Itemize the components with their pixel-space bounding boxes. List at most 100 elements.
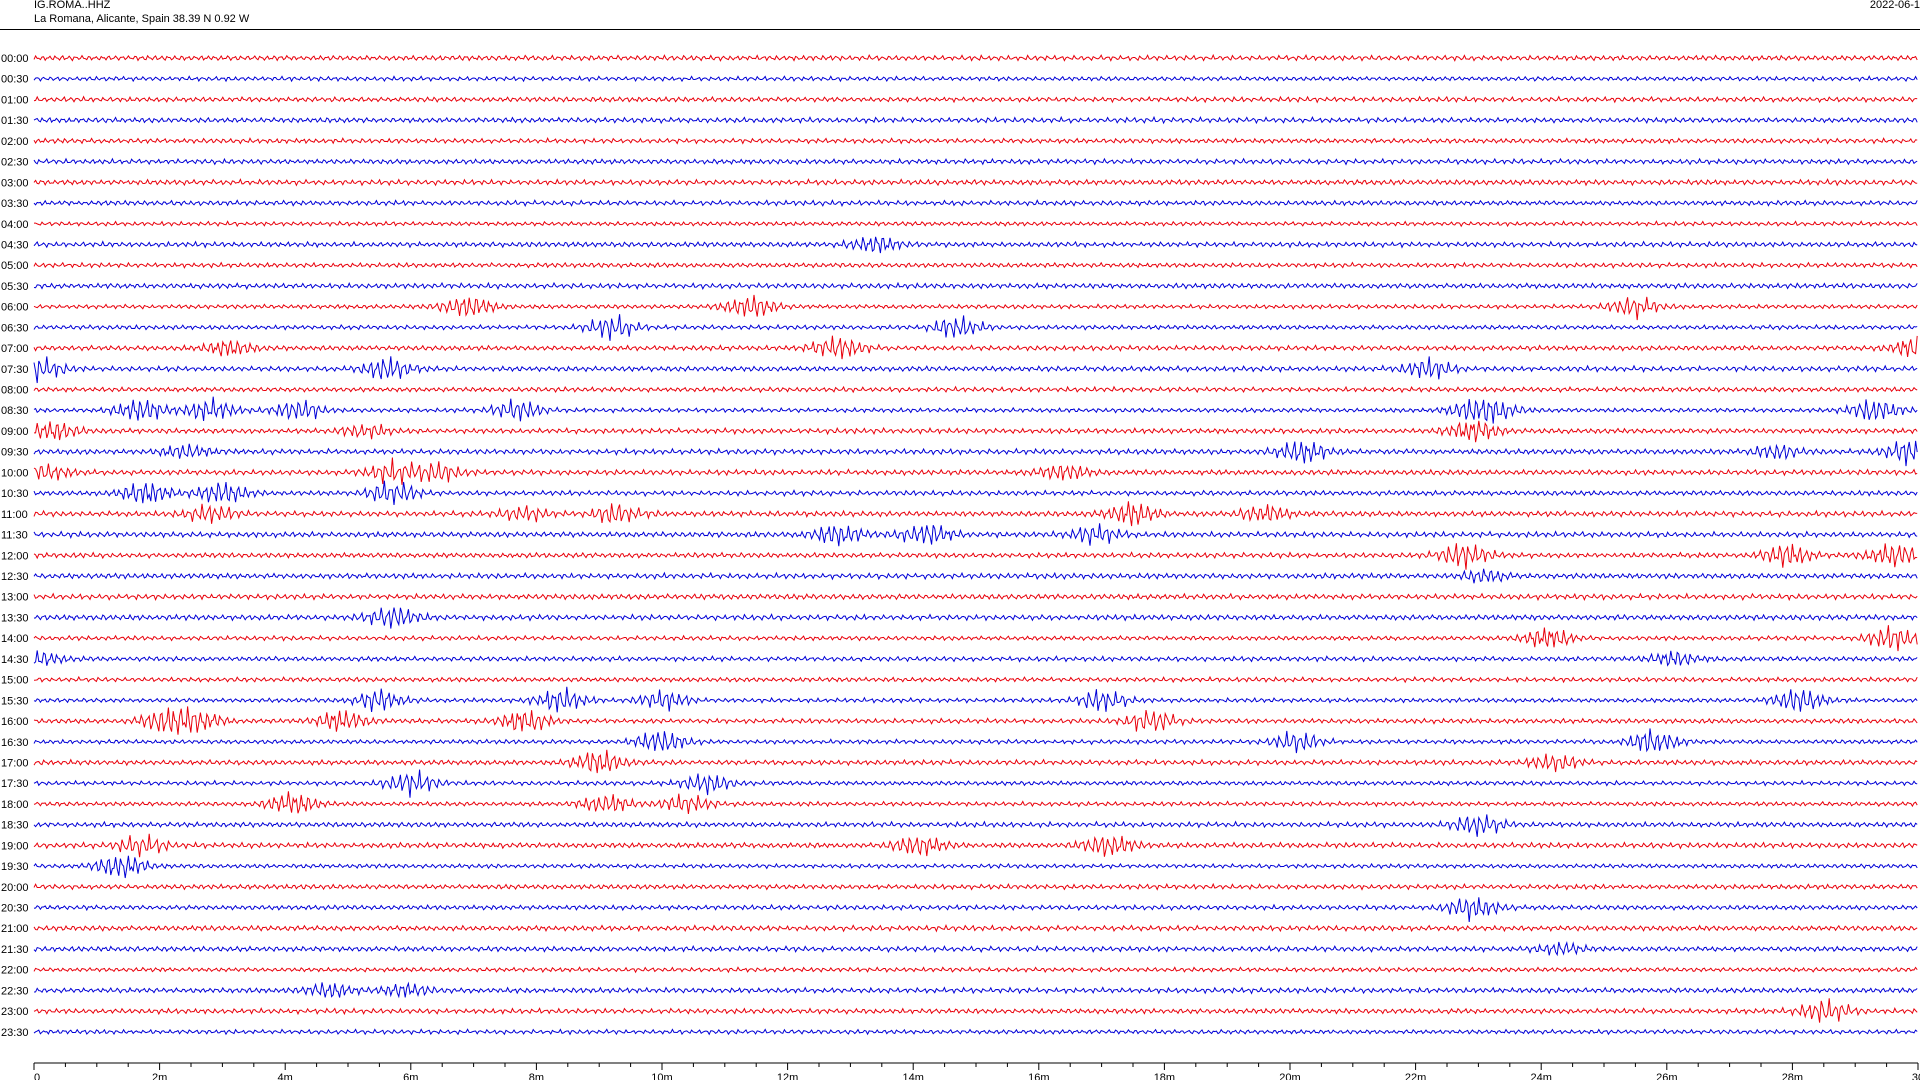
trace-1700 bbox=[33, 749, 1918, 774]
trace-0900 bbox=[33, 420, 1918, 443]
header-divider bbox=[0, 29, 1920, 30]
trace-0830 bbox=[33, 396, 1918, 424]
x-tick-label: 8m bbox=[529, 1072, 544, 1080]
row-label-1230: 12:30 bbox=[1, 571, 29, 583]
row-label-1730: 17:30 bbox=[1, 778, 29, 790]
trace-2030 bbox=[33, 897, 1918, 923]
x-tick-label: 4m bbox=[278, 1072, 293, 1080]
trace-1800 bbox=[33, 791, 1918, 815]
trace-1230 bbox=[33, 568, 1918, 584]
trace-0500 bbox=[33, 261, 1918, 269]
row-label-1430: 14:30 bbox=[1, 654, 29, 666]
x-tick-label: 24m bbox=[1530, 1072, 1551, 1080]
row-label-0300: 03:00 bbox=[1, 177, 29, 189]
row-label-1630: 16:30 bbox=[1, 737, 29, 749]
trace-0230 bbox=[33, 157, 1918, 166]
trace-2330 bbox=[33, 1028, 1918, 1036]
row-label-1600: 16:00 bbox=[1, 716, 29, 728]
trace-0000 bbox=[33, 53, 1918, 62]
trace-0700 bbox=[33, 335, 1918, 360]
row-label-1830: 18:30 bbox=[1, 820, 29, 832]
trace-0530 bbox=[33, 281, 1918, 291]
trace-0800 bbox=[33, 385, 1918, 394]
row-label-2330: 23:30 bbox=[1, 1027, 29, 1039]
trace-0100 bbox=[33, 95, 1918, 104]
row-label-0200: 02:00 bbox=[1, 136, 29, 148]
trace-0630 bbox=[33, 314, 1918, 341]
x-tick-label: 28m bbox=[1782, 1072, 1803, 1080]
trace-1730 bbox=[33, 769, 1918, 798]
row-label-0400: 04:00 bbox=[1, 219, 29, 231]
row-label-0630: 06:30 bbox=[1, 322, 29, 334]
row-label-1400: 14:00 bbox=[1, 633, 29, 645]
trace-1200 bbox=[33, 543, 1918, 570]
row-label-1130: 11:30 bbox=[1, 530, 28, 542]
row-label-1100: 11:00 bbox=[1, 509, 28, 521]
trace-1630 bbox=[33, 728, 1918, 754]
row-label-1800: 18:00 bbox=[1, 799, 29, 811]
row-label-1700: 17:00 bbox=[1, 757, 29, 769]
trace-0200 bbox=[33, 136, 1918, 145]
row-label-1530: 15:30 bbox=[1, 695, 29, 707]
trace-1530 bbox=[33, 686, 1918, 713]
trace-2000 bbox=[33, 882, 1918, 891]
row-label-0830: 08:30 bbox=[1, 405, 29, 417]
trace-1400 bbox=[33, 625, 1918, 652]
row-label-2000: 20:00 bbox=[1, 882, 29, 894]
x-tick-label: 10m bbox=[651, 1072, 672, 1080]
x-tick-label: 26m bbox=[1656, 1072, 1677, 1080]
row-label-0730: 07:30 bbox=[1, 364, 29, 376]
row-label-0700: 07:00 bbox=[1, 343, 29, 355]
trace-1600 bbox=[33, 706, 1918, 735]
trace-2200 bbox=[33, 966, 1918, 974]
row-label-2300: 23:00 bbox=[1, 1006, 29, 1018]
trace-1900 bbox=[33, 833, 1918, 858]
row-label-1900: 19:00 bbox=[1, 840, 29, 852]
row-label-1000: 10:00 bbox=[1, 467, 29, 479]
row-label-0430: 04:30 bbox=[1, 239, 29, 251]
trace-0300 bbox=[33, 178, 1918, 187]
trace-2300 bbox=[33, 998, 1918, 1023]
trace-0600 bbox=[33, 294, 1918, 321]
x-tick-label: 6m bbox=[403, 1072, 418, 1080]
row-label-1200: 12:00 bbox=[1, 550, 29, 562]
trace-2100 bbox=[33, 924, 1918, 933]
row-label-2100: 21:00 bbox=[1, 923, 29, 935]
trace-2230 bbox=[33, 981, 1918, 999]
row-label-0330: 03:30 bbox=[1, 198, 29, 210]
x-tick-label: 14m bbox=[902, 1072, 923, 1080]
trace-0400 bbox=[33, 220, 1918, 228]
x-tick-label: 0 bbox=[34, 1072, 40, 1080]
row-label-2030: 20:30 bbox=[1, 903, 29, 915]
row-label-1300: 13:00 bbox=[1, 592, 29, 604]
trace-1130 bbox=[33, 523, 1918, 547]
x-tick-label: 18m bbox=[1154, 1072, 1175, 1080]
station-code: IG.ROMA..HHZ bbox=[34, 0, 111, 11]
trace-1030 bbox=[33, 480, 1918, 506]
x-tick-label: 22m bbox=[1405, 1072, 1426, 1080]
trace-1930 bbox=[33, 855, 1918, 879]
row-label-2200: 22:00 bbox=[1, 965, 29, 977]
trace-1300 bbox=[33, 592, 1918, 602]
trace-1330 bbox=[33, 607, 1918, 629]
row-label-0030: 00:30 bbox=[1, 74, 29, 86]
trace-0930 bbox=[33, 440, 1918, 467]
trace-1000 bbox=[33, 457, 1918, 485]
trace-0730 bbox=[33, 356, 1918, 384]
row-label-1930: 19:30 bbox=[1, 861, 29, 873]
row-label-0930: 09:30 bbox=[1, 447, 29, 459]
row-label-1500: 15:00 bbox=[1, 675, 29, 687]
row-label-2130: 21:30 bbox=[1, 944, 29, 956]
trace-0130 bbox=[33, 115, 1918, 125]
trace-2130 bbox=[33, 940, 1918, 957]
trace-1430 bbox=[33, 650, 1918, 667]
x-tick-label: 20m bbox=[1279, 1072, 1300, 1080]
trace-0030 bbox=[33, 75, 1918, 83]
x-tick-label: 2m bbox=[152, 1072, 167, 1080]
x-tick-label: 30 bbox=[1912, 1072, 1920, 1080]
row-label-1030: 10:30 bbox=[1, 488, 29, 500]
row-label-0600: 06:00 bbox=[1, 302, 29, 314]
row-label-2230: 22:30 bbox=[1, 985, 29, 997]
trace-1100 bbox=[33, 501, 1918, 527]
